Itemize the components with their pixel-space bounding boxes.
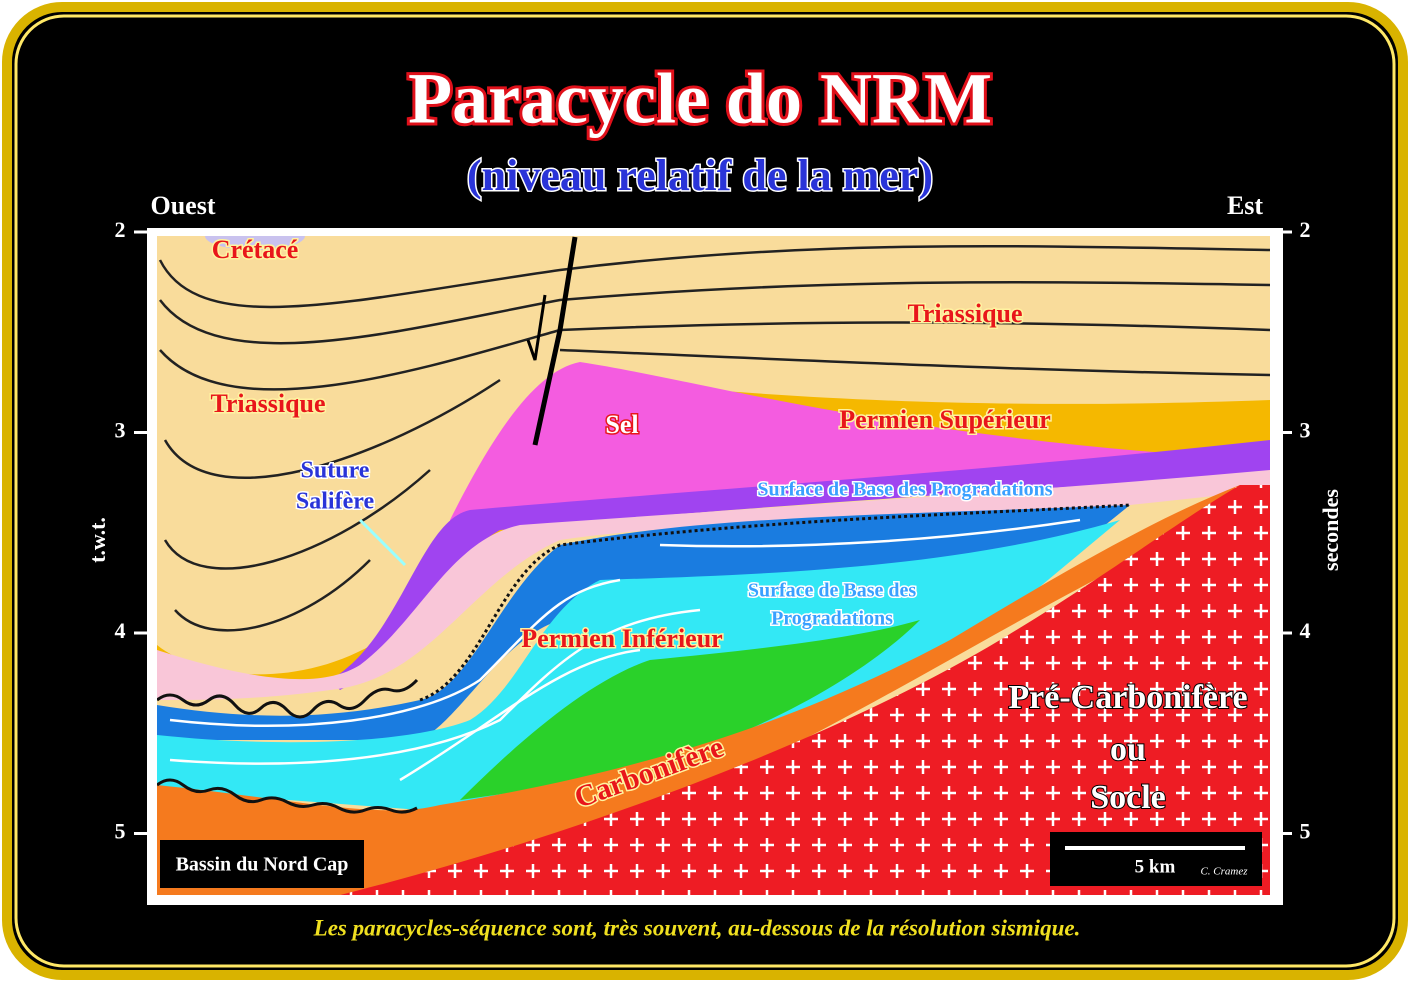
label-surface-lower: Surface de Base des	[748, 580, 917, 602]
label-pre-carbonifere: ou	[1110, 731, 1146, 768]
label-cretace: Crétacé	[212, 235, 299, 264]
label-surface-lower: Progradations	[771, 608, 893, 630]
label-surface-upper: Surface de Base des Progradations	[757, 479, 1052, 501]
east-label: Est	[1227, 191, 1263, 220]
right-axis-label: secondes	[1318, 489, 1343, 571]
scale-box	[1050, 832, 1262, 886]
label-triassique-west: Triassique	[210, 389, 325, 418]
label-triassique-east: Triassique	[907, 299, 1022, 328]
basin-box	[160, 840, 364, 888]
footer: Les paracycles-séquence sont, très souve…	[313, 915, 1081, 940]
label-pre-carbonifere: Pré-Carbonifère	[1008, 679, 1247, 716]
label-permien-sup: Permien Supérieur	[839, 405, 1051, 434]
left-tick-label: 5	[115, 819, 126, 844]
scale-label: 5 km	[1135, 856, 1176, 877]
label-pre-carbonifere: Socle	[1090, 779, 1166, 816]
west-label: Ouest	[151, 191, 216, 220]
label-suture: Suture	[301, 458, 370, 484]
right-tick-label: 3	[1300, 418, 1311, 443]
basin-label: Bassin du Nord Cap	[176, 854, 349, 876]
title: Paracycle do NRM	[408, 59, 992, 139]
left-tick-label: 3	[115, 418, 126, 443]
frame-inner	[14, 14, 1396, 968]
author: C. Cramez	[1200, 866, 1248, 878]
right-tick-label: 5	[1300, 819, 1311, 844]
left-axis-label: t.w.t.	[85, 517, 110, 563]
label-sel: Sel	[605, 410, 638, 439]
left-tick-label: 2	[115, 217, 126, 242]
suture-arrow	[358, 518, 407, 567]
right-tick-label: 2	[1300, 217, 1311, 242]
label-permien-inf: Permien Inférieur	[521, 624, 722, 653]
left-tick-label: 4	[115, 618, 126, 643]
subtitle: (niveau relatif de la mer)	[467, 151, 933, 200]
label-suture: Salifère	[296, 489, 375, 515]
right-tick-label: 4	[1300, 618, 1311, 643]
section	[157, 236, 1270, 895]
